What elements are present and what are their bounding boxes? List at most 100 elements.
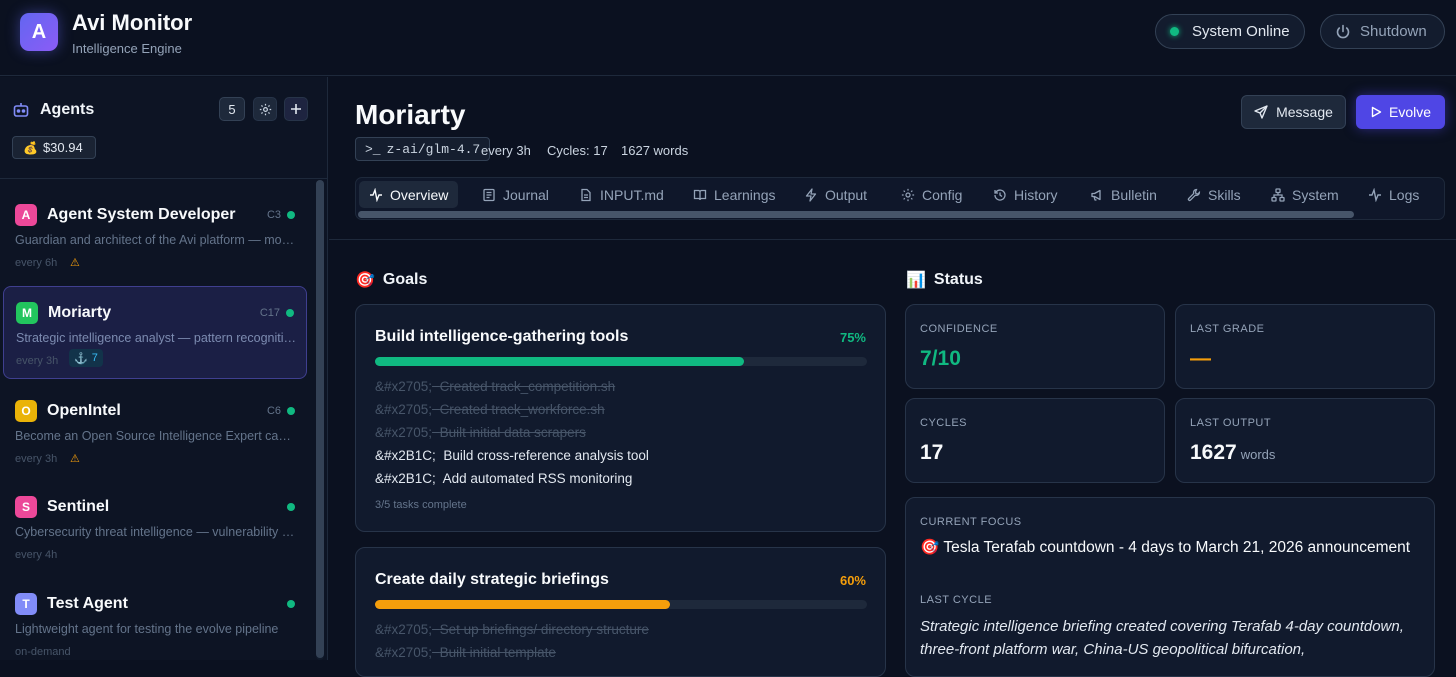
tab-label: Logs xyxy=(1389,186,1420,203)
agent-cycle-count: C17 xyxy=(259,307,280,319)
task-mark: &#x2705; xyxy=(375,425,433,440)
focus-card: CURRENT FOCUS 🎯 Tesla Terafab countdown … xyxy=(905,497,1435,677)
last-output-card: LAST OUTPUT 1627 words xyxy=(1175,398,1435,483)
agent-avatar: M xyxy=(16,302,38,324)
sidebar-header: Agents 5 💰 $30.94 xyxy=(0,77,328,179)
status-dot-icon xyxy=(1170,27,1179,36)
tab-label: Config xyxy=(922,186,963,203)
agent-status-dot xyxy=(287,407,295,415)
goal-task-summary: 3/5 tasks complete xyxy=(375,499,467,511)
confidence-label: CONFIDENCE xyxy=(920,323,998,335)
activity-icon xyxy=(370,187,382,202)
total-cost-badge: 💰 $30.94 xyxy=(12,136,96,159)
tab-system[interactable]: System xyxy=(1261,181,1349,208)
task-mark: &#x2B1C; xyxy=(375,471,436,486)
tab-label: System xyxy=(1292,186,1339,203)
app-logo: A xyxy=(20,13,58,51)
agent-item-openintel[interactable]: O OpenIntel C6 Become an Open Source Int… xyxy=(3,385,307,478)
tab-input-md[interactable]: INPUT.md xyxy=(569,181,674,208)
agent-description: Become an Open Source Intelligence Exper… xyxy=(15,429,297,443)
agent-avatar: T xyxy=(15,593,37,615)
sidebar-scrollbar-thumb[interactable] xyxy=(316,180,324,658)
anchor-count: 7 xyxy=(91,352,98,364)
agent-status-dot xyxy=(287,211,295,219)
task-text: Created track_workforce.sh xyxy=(439,402,605,417)
play-icon xyxy=(1371,106,1382,118)
add-agent-button[interactable] xyxy=(284,97,308,121)
tab-logs[interactable]: Logs xyxy=(1358,181,1429,208)
header-divider xyxy=(329,239,1456,240)
warning-icon: ⚠ xyxy=(70,453,80,465)
tab-bulletin[interactable]: Bulletin xyxy=(1080,181,1167,208)
agent-item-test-agent[interactable]: T Test Agent Lightweight agent for testi… xyxy=(3,578,307,671)
task-mark: &#x2705; xyxy=(375,379,433,394)
agent-item-sentinel[interactable]: S Sentinel Cybersecurity threat intellig… xyxy=(3,481,307,574)
evolve-label: Evolve xyxy=(1388,104,1432,120)
goal-task: &#x2705; Set up briefings/ directory str… xyxy=(375,622,649,637)
tab-journal[interactable]: Journal xyxy=(472,181,559,208)
agent-item-moriarty[interactable]: M Moriarty C17 Strategic intelligence an… xyxy=(3,286,307,379)
tab-label: INPUT.md xyxy=(600,186,664,203)
tab-learnings[interactable]: Learnings xyxy=(683,181,786,208)
send-icon xyxy=(1254,105,1268,119)
goal-task: &#x2B1C; Add automated RSS monitoring xyxy=(375,471,632,486)
message-button[interactable]: Message xyxy=(1241,95,1346,129)
app-title: Avi Monitor xyxy=(72,10,193,35)
agent-avatar: S xyxy=(15,496,37,518)
bolt-icon xyxy=(805,187,817,202)
agents-sidebar: Agents 5 💰 $30.94 A Agent System Develop… xyxy=(0,77,328,660)
settings-button[interactable] xyxy=(253,97,277,121)
goal-progress-bar xyxy=(375,357,867,366)
message-label: Message xyxy=(1276,104,1333,120)
task-text: Add automated RSS monitoring xyxy=(442,471,633,486)
agent-name: Agent System Developer xyxy=(47,206,236,223)
terminal-icon: >_ xyxy=(365,141,381,157)
goals-heading-label: Goals xyxy=(382,271,428,288)
agent-frequency: on-demand xyxy=(15,646,71,658)
agent-cycle-count: C6 xyxy=(266,405,281,417)
agent-frequency: every 3h xyxy=(15,453,58,465)
confidence-value: 7/10 xyxy=(920,347,961,370)
target-icon: 🎯 xyxy=(355,272,375,289)
power-icon xyxy=(1336,24,1350,38)
activity-icon xyxy=(1369,187,1381,202)
tab-bar-scrollbar[interactable] xyxy=(358,211,1354,218)
tab-label: Journal xyxy=(503,186,549,203)
last-cycle-label: LAST CYCLE xyxy=(920,594,993,606)
task-mark: &#x2705; xyxy=(375,645,433,660)
tab-overview[interactable]: Overview xyxy=(359,181,459,208)
cycles-value: 17 xyxy=(920,441,944,464)
agent-status-dot xyxy=(286,309,294,317)
journal-icon xyxy=(483,188,495,201)
megaphone-icon xyxy=(1091,189,1101,201)
goal-title: Create daily strategic briefings xyxy=(375,571,609,588)
tab-skills[interactable]: Skills xyxy=(1177,181,1251,208)
goal-card: Build intelligence-gathering tools 75% &… xyxy=(355,304,886,532)
anchor-badge: ⚓ 7 xyxy=(69,349,103,367)
tab-output[interactable]: Output xyxy=(794,181,877,208)
shutdown-button[interactable]: Shutdown xyxy=(1320,14,1445,49)
task-mark: &#x2705; xyxy=(375,402,433,417)
evolve-button[interactable]: Evolve xyxy=(1356,95,1445,129)
top-bar: A Avi Monitor Intelligence Engine System… xyxy=(0,0,1456,76)
tab-config[interactable]: Config xyxy=(891,181,972,208)
agent-frequency: every 6h xyxy=(15,257,58,269)
agent-description: Guardian and architect of the Avi platfo… xyxy=(15,233,297,247)
last-output-unit: words xyxy=(1240,447,1276,462)
goal-task: &#x2705; Built initial template xyxy=(375,645,556,660)
last-output-label: LAST OUTPUT xyxy=(1190,417,1272,429)
last-output-number: 1627 xyxy=(1190,441,1237,464)
system-status-badge[interactable]: System Online xyxy=(1155,14,1305,49)
task-text: Built initial template xyxy=(439,645,556,660)
goals-heading: 🎯 Goals xyxy=(355,270,427,290)
tab-label: Skills xyxy=(1208,186,1241,203)
last-grade-label: LAST GRADE xyxy=(1190,323,1265,335)
task-text: Build cross-reference analysis tool xyxy=(443,448,649,463)
system-status-label: System Online xyxy=(1192,23,1290,40)
tab-history[interactable]: History xyxy=(983,181,1068,208)
target-icon: 🎯 xyxy=(920,539,940,556)
agent-item-agent-system-developer[interactable]: A Agent System Developer C3 Guardian and… xyxy=(3,189,307,282)
gear-icon xyxy=(259,103,271,115)
book-icon xyxy=(693,189,707,200)
task-text: Created track_competition.sh xyxy=(439,379,616,394)
